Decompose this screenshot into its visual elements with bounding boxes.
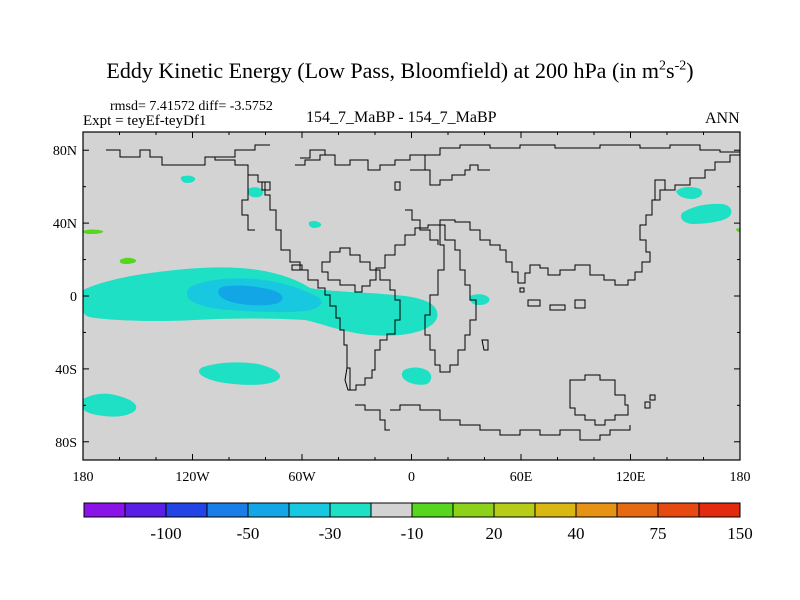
coastline-eurasia-north xyxy=(410,144,740,171)
coastline-mediterranean xyxy=(405,209,439,245)
coastline-indonesia xyxy=(527,299,586,311)
shade-positive-east xyxy=(736,228,740,232)
coastline-srilanka xyxy=(519,287,525,293)
colorbar-label: 20 xyxy=(486,524,503,543)
rmsd-diff-label: rmsd= 7.41572 diff= -3.5752 xyxy=(110,99,273,114)
colorbar-label: 150 xyxy=(727,524,753,543)
lat-tick-label: 40N xyxy=(53,217,77,232)
colorbar-box xyxy=(165,502,208,518)
shade-south-pacific xyxy=(199,362,281,385)
colorbar-box xyxy=(493,502,536,518)
coastline-africa xyxy=(424,224,477,373)
colorbar-box xyxy=(452,502,495,518)
shade-africa-south xyxy=(401,367,432,385)
colorbar: -100 -50 -30 -10 20 40 75 150 xyxy=(83,502,753,543)
coastline-north-america-interior xyxy=(241,175,255,231)
lon-tick-label: 120W xyxy=(175,470,210,485)
shade-positive-pacific xyxy=(119,257,137,264)
shade-north-pacific-west xyxy=(676,186,703,199)
shade-arabian xyxy=(469,294,490,305)
lon-tick-label: 120E xyxy=(616,470,646,485)
coastline-europe xyxy=(425,164,490,186)
colorbar-box xyxy=(124,502,167,518)
colorbar-label: -10 xyxy=(401,524,424,543)
coastline-uk xyxy=(394,181,401,191)
axis-ticks: 180 120W 60W 0 60E 120E 180 80N 40N 0 40S 80S xyxy=(53,132,751,485)
coastline-caribbean xyxy=(291,264,303,271)
season-label: ANN xyxy=(705,110,740,127)
lat-tick-label: 40S xyxy=(55,363,77,378)
coastline-madagascar xyxy=(481,339,489,351)
coastline-newzealand xyxy=(644,394,656,409)
colorbar-label: 75 xyxy=(650,524,667,543)
coastline-greenland xyxy=(300,149,330,159)
coastline-arctic-east xyxy=(295,154,425,171)
lon-tick-label: 0 xyxy=(408,470,415,485)
coastline-japan xyxy=(654,179,666,201)
experiment-label: Expt = teyEf-teyDf1 xyxy=(83,113,207,129)
colorbar-box xyxy=(370,502,413,518)
shade-atlantic-small xyxy=(308,220,322,228)
colorbar-box xyxy=(616,502,659,518)
coastline-australia xyxy=(569,374,629,426)
coastline-antarctica xyxy=(390,404,631,441)
coastline-hudson-bay xyxy=(261,181,271,191)
lon-tick-label: 180 xyxy=(730,470,751,485)
shade-north-pacific-east xyxy=(681,203,732,224)
contour-fill-layer xyxy=(83,175,740,417)
colorbar-box xyxy=(206,502,249,518)
lon-tick-label: 180 xyxy=(73,470,94,485)
colorbar-label: -30 xyxy=(319,524,342,543)
colorbar-label: -100 xyxy=(150,524,181,543)
shade-north-pacific-small xyxy=(180,175,196,183)
coastline-antarctic-peninsula xyxy=(355,404,390,431)
colorbar-box xyxy=(247,502,290,518)
colorbar-box xyxy=(657,502,700,518)
colorbar-box xyxy=(329,502,372,518)
lat-tick-label: 80S xyxy=(55,436,77,451)
lat-tick-label: 0 xyxy=(70,290,77,305)
shade-positive-west xyxy=(83,229,104,234)
shade-pacific-center xyxy=(218,285,283,306)
coastline-south-america xyxy=(344,367,356,391)
lon-tick-label: 60W xyxy=(288,470,316,485)
colorbar-box xyxy=(288,502,331,518)
coastline-continents xyxy=(106,149,740,391)
lon-tick-label: 60E xyxy=(510,470,533,485)
case-label: 154_7_MaBP - 154_7_MaBP xyxy=(306,109,497,126)
plot-title: Eddy Kinetic Energy (Low Pass, Bloomfiel… xyxy=(106,58,694,83)
shade-southern-ocean xyxy=(83,393,137,417)
colorbar-box xyxy=(411,502,454,518)
lat-tick-label: 80N xyxy=(53,144,77,159)
coastline-layer xyxy=(106,144,740,441)
colorbar-box xyxy=(698,502,741,518)
colorbar-label: 40 xyxy=(568,524,585,543)
colorbar-box xyxy=(534,502,577,518)
colorbar-box xyxy=(83,502,126,518)
colorbar-box xyxy=(575,502,618,518)
colorbar-label: -50 xyxy=(237,524,260,543)
shade-north-atlantic-small xyxy=(247,187,264,198)
coastline-alaska xyxy=(215,144,270,158)
